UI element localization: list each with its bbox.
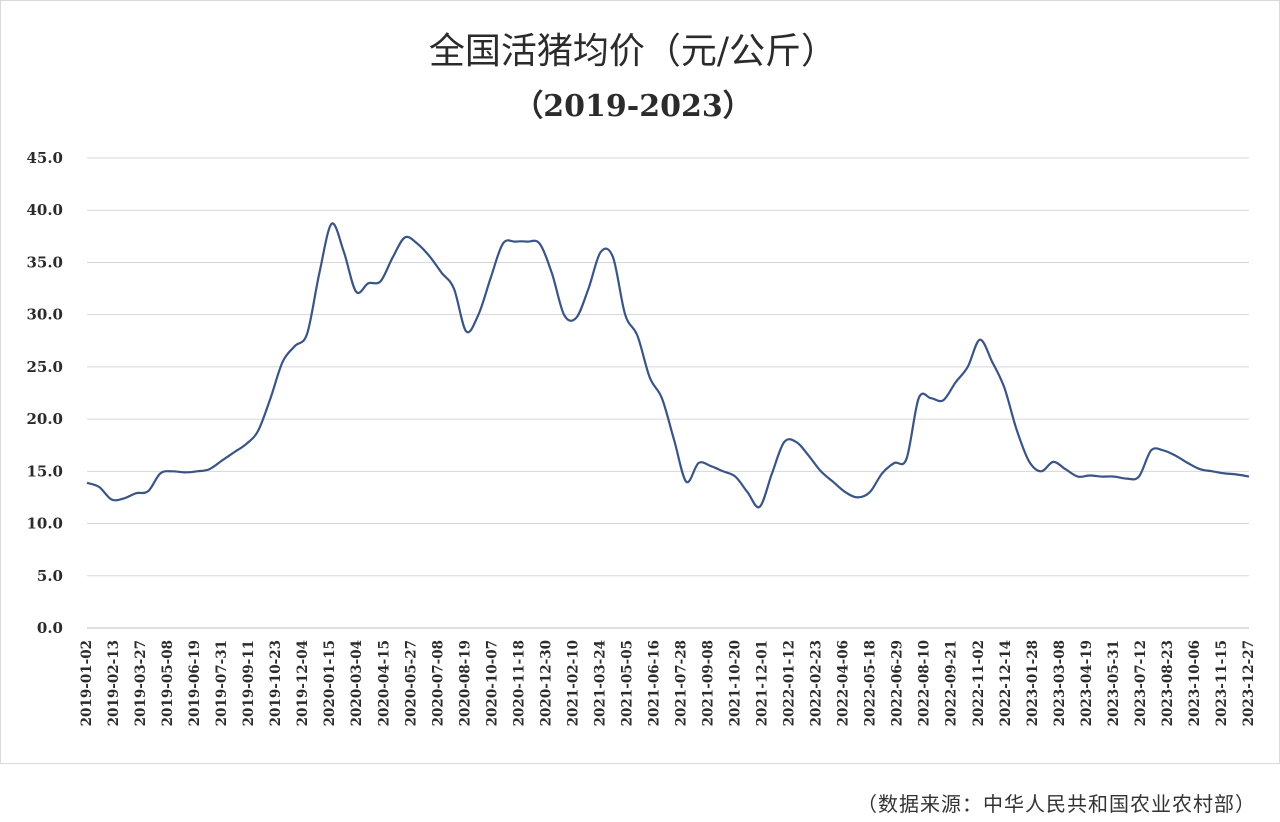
x-tick-label: 2020-07-08 — [430, 640, 446, 726]
source-note: （数据来源：中华人民共和国农业农村部） — [857, 792, 1256, 816]
x-tick-label: 2021-09-08 — [701, 640, 717, 726]
x-tick-label: 2022-05-18 — [863, 640, 879, 726]
y-tick-label: 5.0 — [37, 567, 63, 585]
chart-subtitle: （2019-2023） — [513, 89, 752, 124]
x-tick-label: 2020-01-15 — [322, 640, 338, 726]
x-tick-label: 2023-05-31 — [1106, 640, 1122, 726]
y-tick-label: 25.0 — [26, 358, 63, 376]
x-tick-label: 2021-02-10 — [565, 640, 581, 726]
x-tick-label: 2022-04-06 — [836, 640, 852, 726]
grid-lines — [87, 157, 1249, 629]
x-tick-label: 2021-03-24 — [592, 640, 608, 726]
x-tick-label: 2021-07-28 — [674, 640, 690, 726]
y-tick-label: 45.0 — [26, 149, 63, 167]
y-tick-label: 30.0 — [26, 306, 63, 324]
x-tick-label: 2021-05-05 — [619, 640, 635, 726]
y-tick-label: 35.0 — [26, 253, 63, 271]
x-tick-label: 2022-08-10 — [917, 640, 933, 726]
x-tick-label: 2019-02-13 — [106, 640, 122, 726]
y-tick-label: 10.0 — [26, 515, 63, 533]
y-tick-label: 0.0 — [37, 619, 63, 637]
x-tick-label: 2021-10-20 — [728, 640, 744, 726]
chart-title: 全国活猪均价（元/公斤） — [429, 31, 837, 72]
x-tick-label: 2019-12-04 — [295, 640, 311, 726]
y-axis-ticks: 0.0 5.0 10.0 15.0 20.0 25.0 30.0 35.0 40.0 45.0 — [26, 149, 63, 637]
x-tick-label: 2023-07-12 — [1133, 640, 1149, 726]
x-tick-label: 2019-07-31 — [214, 640, 230, 726]
x-tick-label: 2023-12-27 — [1241, 640, 1257, 726]
x-tick-label: 2020-12-30 — [538, 640, 554, 726]
x-tick-label: 2023-01-28 — [1025, 640, 1041, 726]
y-tick-label: 15.0 — [26, 462, 63, 480]
x-tick-label: 2019-05-08 — [160, 640, 176, 726]
x-tick-label: 2020-03-04 — [349, 640, 365, 726]
x-tick-label: 2020-10-07 — [484, 640, 500, 726]
chart-frame: 全国活猪均价（元/公斤） （2019-2023） 0.0 5.0 10.0 15.0 2… — [0, 0, 1280, 764]
x-tick-label: 2023-03-08 — [1052, 640, 1068, 726]
x-tick-label: 2019-03-27 — [133, 640, 149, 726]
chart-svg: 全国活猪均价（元/公斤） （2019-2023） 0.0 5.0 10.0 15.0 2… — [26, 31, 1257, 726]
x-tick-label: 2023-10-06 — [1187, 640, 1203, 726]
y-tick-label: 20.0 — [26, 410, 63, 428]
y-tick-label: 40.0 — [26, 201, 63, 219]
x-tick-label: 2022-02-23 — [809, 640, 825, 726]
x-tick-label: 2023-08-23 — [1160, 640, 1176, 726]
x-tick-label: 2022-11-02 — [971, 640, 987, 726]
x-tick-label: 2022-01-12 — [782, 640, 798, 726]
x-tick-label: 2020-04-15 — [376, 640, 392, 726]
price-line — [86, 222, 1250, 509]
x-tick-label: 2019-09-11 — [241, 640, 257, 726]
x-tick-label: 2019-01-02 — [79, 640, 95, 726]
x-axis-ticks: 2019-01-02 2019-02-13 2019-03-27 2019-05-08… — [79, 640, 1257, 726]
x-tick-label: 2022-06-29 — [890, 640, 906, 726]
x-tick-label: 2019-10-23 — [268, 640, 284, 726]
x-tick-label: 2020-08-19 — [457, 640, 473, 726]
x-tick-label: 2021-06-16 — [646, 640, 662, 726]
x-tick-label: 2023-11-15 — [1214, 640, 1230, 726]
series-layer — [86, 222, 1250, 509]
x-tick-label: 2021-12-01 — [755, 640, 771, 726]
x-tick-label: 2020-05-27 — [403, 640, 419, 726]
x-tick-label: 2022-09-21 — [944, 640, 960, 726]
x-tick-label: 2022-12-14 — [998, 640, 1014, 726]
x-tick-label: 2023-04-19 — [1079, 640, 1095, 726]
x-tick-label: 2019-06-19 — [187, 640, 203, 726]
x-tick-label: 2020-11-18 — [511, 640, 527, 726]
